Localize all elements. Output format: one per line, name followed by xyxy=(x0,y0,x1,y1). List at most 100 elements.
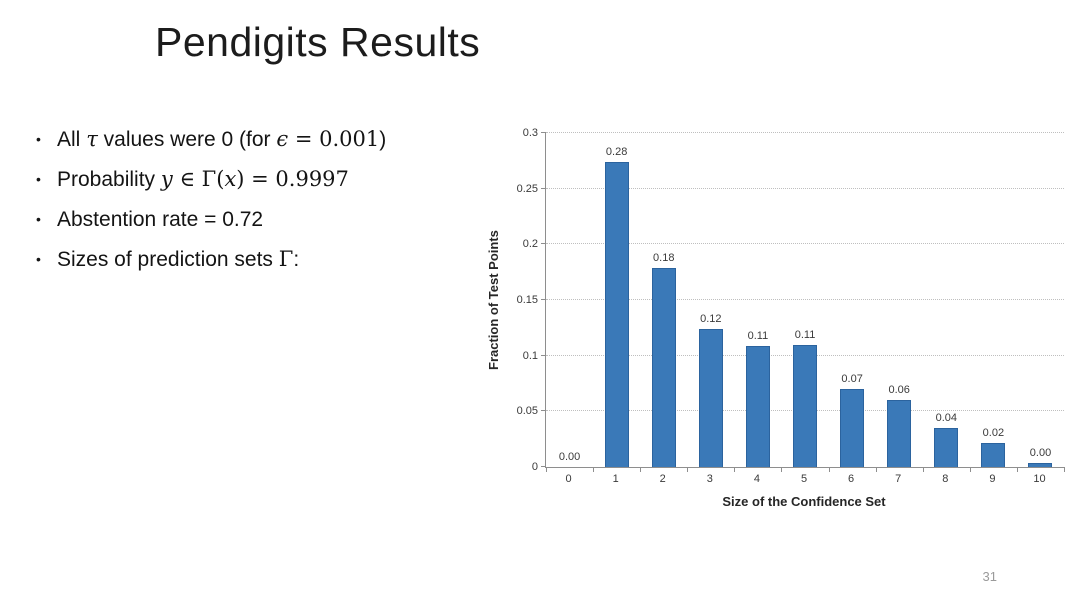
bar-slot: 0.02 xyxy=(970,133,1017,467)
bar-value-label: 0.02 xyxy=(982,426,1005,439)
bar xyxy=(887,400,912,467)
bullet-run: Γ xyxy=(278,247,294,271)
bullet-icon: • xyxy=(36,171,41,187)
bullet-icon: • xyxy=(36,211,41,227)
bullet-list: • All τ values were 0 (for ϵ = 0.001) • Pro… xyxy=(36,124,486,284)
bar-value-label: 0.00 xyxy=(558,451,581,463)
page-title: Pendigits Results xyxy=(155,19,481,65)
x-axis-tick xyxy=(546,467,547,472)
bullet-run: Sizes of prediction sets xyxy=(57,248,279,271)
bar xyxy=(981,442,1006,467)
gridline xyxy=(546,187,1064,189)
bullet-icon: • xyxy=(36,251,41,267)
bar-value-label: 0.00 xyxy=(1029,446,1052,459)
x-tick-label: 10 xyxy=(1033,473,1046,485)
x-tick-label: 3 xyxy=(706,473,713,485)
bullet-text: Sizes of prediction sets Γ: xyxy=(57,244,299,275)
gridline xyxy=(546,299,1064,300)
bullet-item: • Abstention rate = 0.72 xyxy=(36,204,486,235)
bullet-run: x xyxy=(224,167,237,191)
y-tick-label: 0.2 xyxy=(522,238,538,251)
bar-slot: 0.12 xyxy=(687,133,734,467)
x-axis-tick xyxy=(828,467,830,472)
bullet-run: ϵ xyxy=(276,127,289,151)
y-axis-tick xyxy=(541,410,546,412)
y-axis-tick xyxy=(541,243,546,245)
bullet-run: : xyxy=(293,248,300,271)
bullet-run: values were 0 (for xyxy=(97,128,277,151)
bar-slot: 0.04 xyxy=(923,133,970,467)
slide-page-number: 31 xyxy=(982,569,997,584)
bar xyxy=(934,428,959,467)
y-axis-tick xyxy=(541,187,546,189)
bar xyxy=(745,345,770,467)
bar-slot: 0.28 xyxy=(593,133,640,467)
bar-slot: 0.06 xyxy=(876,133,923,467)
bullet-run: ) xyxy=(379,128,387,151)
x-tick-label: 8 xyxy=(942,473,949,485)
bar-slot: 0.00 xyxy=(1017,133,1064,467)
x-tick-label: 6 xyxy=(848,473,855,485)
bullet-item: • Probability y ∈ Γ(x) = 0.9997 xyxy=(36,164,486,195)
bullet-run: = 0.001 xyxy=(288,127,380,151)
bar-value-label: 0.11 xyxy=(747,329,769,342)
x-axis-tick xyxy=(1016,467,1018,472)
x-axis-tick xyxy=(734,467,736,472)
bullet-run: ) = 0.9997 xyxy=(236,167,349,191)
gridline xyxy=(546,243,1064,245)
x-tick-label: 9 xyxy=(989,473,996,485)
x-axis-tick xyxy=(875,467,877,472)
bar xyxy=(698,328,723,467)
bars-container: 0.00 0.28 0.18 0.12 0.11 0.11 0.07 0.06 0.04 0.02… xyxy=(546,133,1064,467)
x-tick-label: 2 xyxy=(659,473,666,485)
bar xyxy=(793,344,818,467)
x-axis-tick xyxy=(922,467,924,472)
bar xyxy=(1028,462,1053,467)
bullet-run: ∈ Γ( xyxy=(172,167,225,191)
bullet-run: Abstention rate = 0.72 xyxy=(57,208,264,231)
x-axis-tick xyxy=(687,467,689,472)
x-tick-label: 5 xyxy=(800,473,808,485)
bullet-text: Probability y ∈ Γ(x) = 0.9997 xyxy=(57,164,349,195)
bullet-run: All xyxy=(57,128,87,151)
bar-value-label: 0.12 xyxy=(700,312,722,325)
y-axis-tick xyxy=(541,354,546,356)
bullet-run: y xyxy=(160,167,173,191)
y-axis-tick-labels: 0 0.05 0.1 0.15 0.2 0.25 0.3 xyxy=(490,127,538,473)
y-tick-label: 0 xyxy=(531,461,538,473)
x-axis-title: Size of the Confidence Set xyxy=(722,494,886,509)
x-tick-label: 1 xyxy=(612,473,619,485)
bar-slot: 0.18 xyxy=(640,133,687,467)
y-tick-label: 0.05 xyxy=(516,405,538,418)
bullet-text: Abstention rate = 0.72 xyxy=(57,204,263,235)
bar-value-label: 0.06 xyxy=(888,384,910,397)
bar-slot: 0.07 xyxy=(829,133,876,467)
bullet-item: • All τ values were 0 (for ϵ = 0.001) xyxy=(36,124,486,155)
bar-chart: Fraction of Test Points 0 0.05 0.1 0.15 0.2 0… xyxy=(486,120,1080,530)
x-axis-tick-labels: 0 1 2 3 4 5 6 7 8 9 10 xyxy=(545,473,1063,485)
bar xyxy=(604,161,629,467)
x-axis-tick xyxy=(593,467,595,472)
bullet-run: Probability xyxy=(57,168,161,191)
y-axis-tick xyxy=(541,132,546,133)
gridline xyxy=(546,132,1064,133)
y-tick-label: 0.15 xyxy=(516,294,538,306)
bullet-icon: • xyxy=(36,131,41,147)
plot-area: 0.00 0.28 0.18 0.12 0.11 0.11 0.07 0.06 0.04 0.02… xyxy=(541,132,1065,472)
x-axis-tick xyxy=(781,467,783,472)
bar-value-label: 0.11 xyxy=(794,328,816,341)
bar-value-label: 0.18 xyxy=(653,251,675,264)
bar-slot: 0.11 xyxy=(781,133,828,467)
bullet-item: • Sizes of prediction sets Γ: xyxy=(36,244,486,275)
bar-value-label: 0.28 xyxy=(605,145,628,158)
x-tick-label: 0 xyxy=(565,473,572,485)
y-axis-tick xyxy=(541,299,546,300)
bullet-text: All τ values were 0 (for ϵ = 0.001) xyxy=(57,124,386,155)
x-axis-tick xyxy=(1064,467,1065,472)
y-tick-label: 0.1 xyxy=(522,349,538,362)
x-tick-label: 7 xyxy=(895,473,902,485)
y-axis-tick xyxy=(541,466,546,467)
bar-slot: 0.00 xyxy=(546,133,593,467)
bar xyxy=(651,267,676,467)
y-tick-label: 0.25 xyxy=(516,182,538,195)
